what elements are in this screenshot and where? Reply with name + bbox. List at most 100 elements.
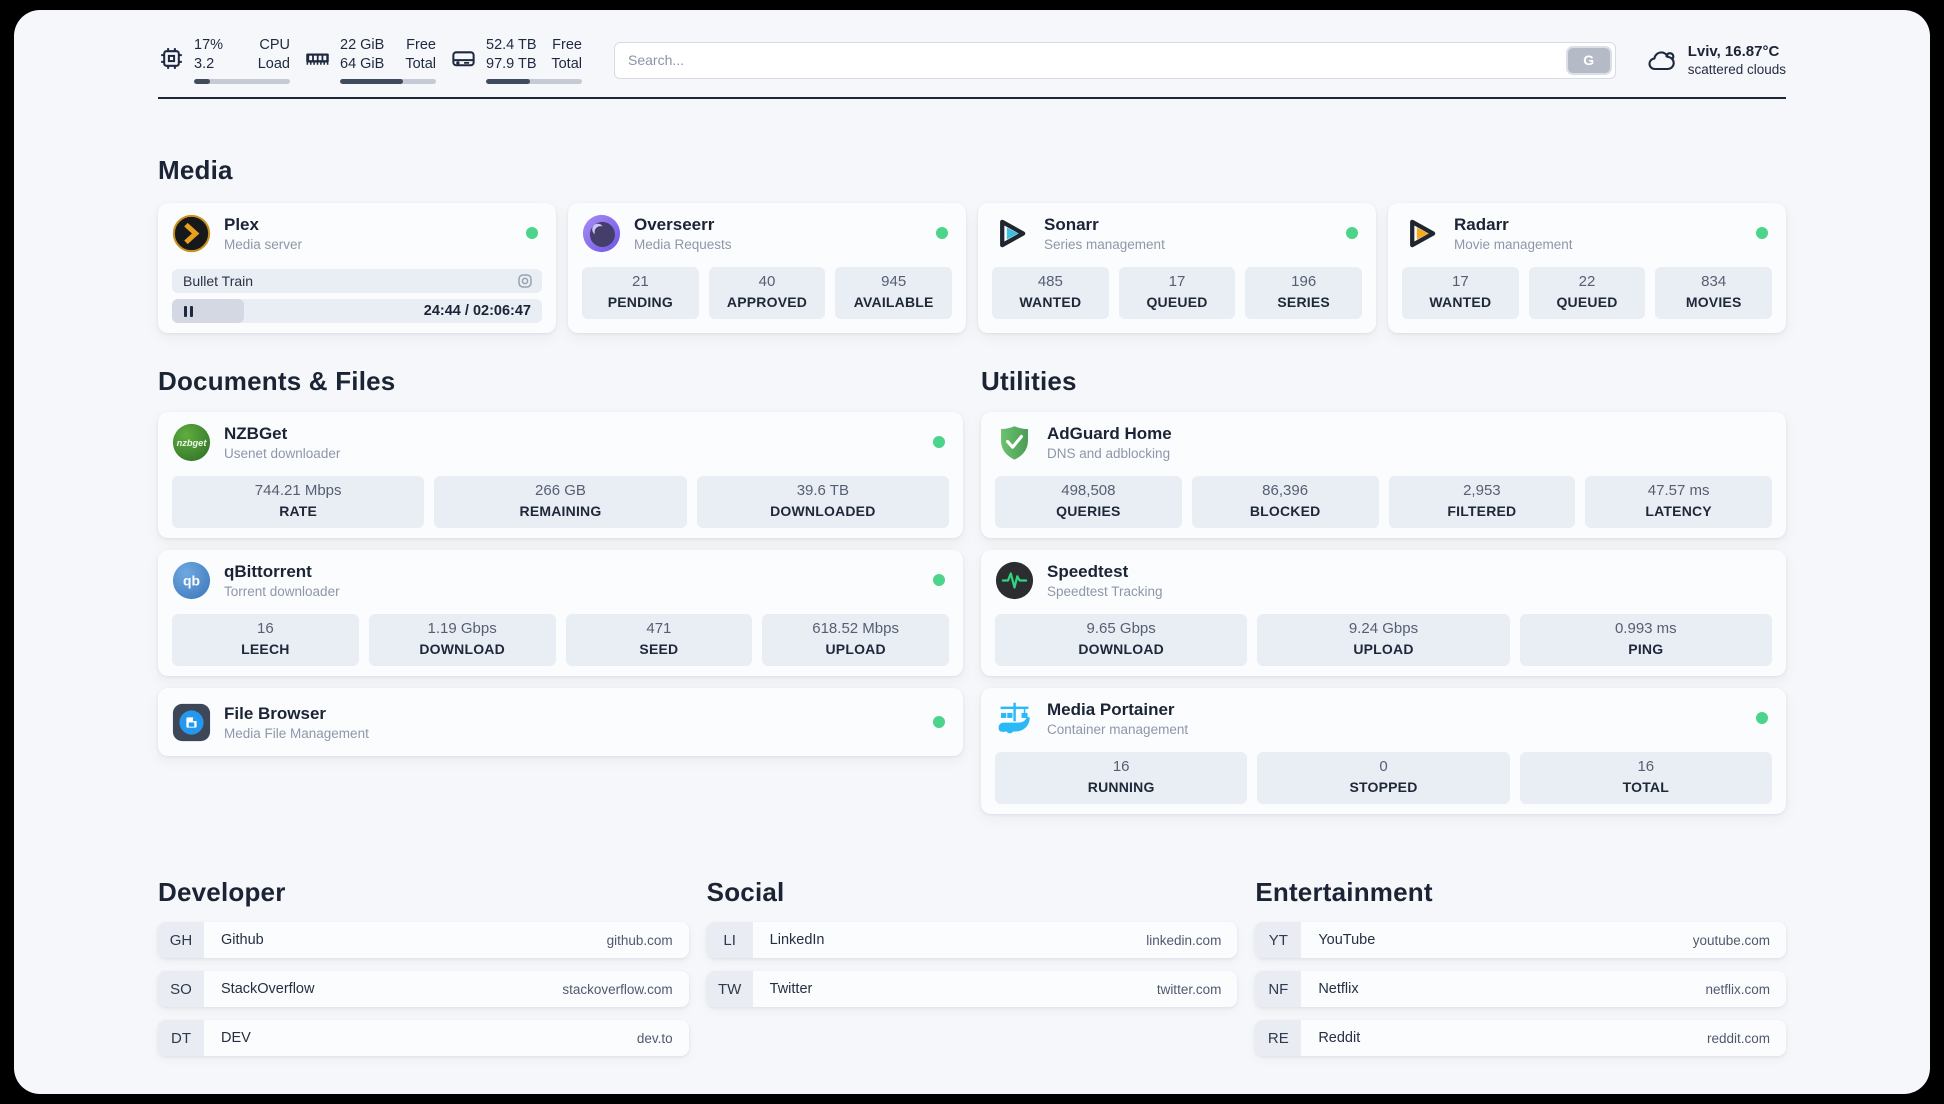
bookmark-netflix[interactable]: NF Netflix netflix.com bbox=[1255, 971, 1786, 1007]
status-dot-online bbox=[933, 436, 945, 448]
stat-queued: 17 QUEUED bbox=[1118, 267, 1236, 319]
cpu-load-value: 3.2 bbox=[194, 56, 215, 72]
app-desc: Movie management bbox=[1454, 236, 1573, 252]
bookmark-url: dev.to bbox=[636, 1030, 673, 1046]
bookmark-abbr: TW bbox=[706, 971, 753, 1007]
stat-download: 1.19 Gbps DOWNLOAD bbox=[368, 614, 556, 666]
stat-download: 9.65 Gbps DOWNLOAD bbox=[995, 614, 1248, 666]
bookmark-url: reddit.com bbox=[1706, 1030, 1770, 1046]
stat-seed: 471 SEED bbox=[565, 614, 753, 666]
cpu-progress-bar bbox=[194, 79, 290, 84]
app-card-nzbget[interactable]: nzbget NZBGet Usenet downloader 744.21 M… bbox=[158, 412, 963, 538]
bookmark-linkedin[interactable]: LI LinkedIn linkedin.com bbox=[706, 922, 1238, 958]
stat-latency: 47.57 ms LATENCY bbox=[1585, 476, 1772, 528]
stat-blocked: 86,396 BLOCKED bbox=[1191, 476, 1379, 528]
stat-running: 16 RUNNING bbox=[995, 752, 1248, 804]
app-title: Speedtest bbox=[1047, 561, 1129, 581]
bookmark-url: twitter.com bbox=[1156, 981, 1222, 997]
svg-text:qb: qb bbox=[183, 572, 200, 588]
system-metrics: 17% 3.2 CPU Load 22 GiB 64 GiB Free Total bbox=[158, 36, 582, 84]
app-card-speedtest[interactable]: Speedtest Speedtest Tracking 9.65 Gbps DO… bbox=[981, 550, 1786, 676]
status-dot-online bbox=[936, 227, 948, 239]
app-card-overseerr[interactable]: Overseerr Media Requests 21 PENDING 40 APP… bbox=[568, 203, 966, 333]
stat-total: 16 TOTAL bbox=[1519, 752, 1772, 804]
stat-downloaded: 39.6 TB DOWNLOADED bbox=[696, 476, 949, 528]
sonarr-icon bbox=[1000, 219, 1026, 247]
stat-movies: 834 MOVIES bbox=[1655, 267, 1773, 319]
app-title: qBittorrent bbox=[224, 561, 312, 581]
section-title-utilities: Utilities bbox=[981, 366, 1077, 396]
section-developer: Developer GH Github github.com SO StackO… bbox=[158, 877, 689, 1069]
app-card-portainer[interactable]: Media Portainer Container management 16 R… bbox=[981, 688, 1786, 814]
cpu-icon bbox=[161, 48, 182, 69]
app-title: Plex bbox=[224, 214, 259, 234]
pause-button[interactable] bbox=[184, 305, 193, 317]
qbittorrent-icon: qb bbox=[172, 561, 211, 599]
cloud-icon bbox=[1648, 51, 1675, 71]
app-card-qbittorrent[interactable]: qb qBittorrent Torrent downloader 16 LEEC… bbox=[158, 550, 963, 676]
status-dot-online bbox=[1756, 712, 1768, 724]
disk-total-value: 97.9 TB bbox=[486, 56, 537, 72]
stat-rate: 744.21 Mbps RATE bbox=[172, 476, 425, 528]
bookmark-name: YouTube bbox=[1318, 932, 1376, 948]
portainer-icon bbox=[998, 702, 1030, 733]
bookmark-abbr: YT bbox=[1255, 922, 1302, 958]
app-card-plex[interactable]: Plex Media server Bullet Train 24:44 / 0… bbox=[158, 203, 556, 333]
bookmark-url: stackoverflow.com bbox=[562, 981, 673, 997]
app-title: Overseerr bbox=[634, 214, 715, 234]
stat-upload: 9.24 Gbps UPLOAD bbox=[1257, 614, 1510, 666]
stat-queued: 22 QUEUED bbox=[1528, 267, 1646, 319]
bookmark-url: netflix.com bbox=[1705, 981, 1770, 997]
bookmark-abbr: SO bbox=[158, 971, 204, 1007]
search: G bbox=[614, 41, 1616, 79]
section-title-entertainment: Entertainment bbox=[1255, 877, 1433, 907]
speedtest-icon bbox=[995, 561, 1034, 599]
playback-progress-row[interactable]: 24:44 / 02:06:47 bbox=[172, 299, 542, 323]
topbar: 17% 3.2 CPU Load 22 GiB 64 GiB Free Total bbox=[158, 10, 1786, 84]
stat-wanted: 17 WANTED bbox=[1402, 267, 1519, 319]
app-card-filebrowser[interactable]: File Browser Media File Management bbox=[158, 688, 963, 756]
bookmark-twitter[interactable]: TW Twitter twitter.com bbox=[706, 971, 1238, 1007]
bookmark-reddit[interactable]: RE Reddit reddit.com bbox=[1255, 1020, 1786, 1056]
status-dot-online bbox=[526, 227, 538, 239]
bookmark-url: github.com bbox=[606, 932, 673, 948]
app-desc: Media server bbox=[224, 236, 303, 252]
bookmark-github[interactable]: GH Github github.com bbox=[158, 922, 689, 958]
stat-ping: 0.993 ms PING bbox=[1519, 614, 1772, 666]
ram-free-value: 22 GiB bbox=[340, 37, 385, 53]
bookmark-abbr: LI bbox=[706, 922, 753, 958]
app-title: AdGuard Home bbox=[1047, 423, 1172, 443]
svg-text:nzbget: nzbget bbox=[177, 437, 208, 447]
app-card-sonarr[interactable]: Sonarr Series management 485 WANTED 17 QUE… bbox=[978, 203, 1376, 333]
cpu-load-percent: 17% bbox=[194, 37, 224, 53]
app-card-adguard[interactable]: AdGuard Home DNS and adblocking 498,508 Q… bbox=[981, 412, 1786, 538]
ram-label-2: Total bbox=[405, 56, 436, 72]
bookmark-youtube[interactable]: YT YouTube youtube.com bbox=[1255, 922, 1786, 958]
ram-icon bbox=[306, 53, 329, 65]
app-desc: Torrent downloader bbox=[224, 583, 340, 599]
app-desc: Speedtest Tracking bbox=[1047, 583, 1163, 599]
bookmark-name: Netflix bbox=[1318, 981, 1359, 997]
ram-progress-bar bbox=[340, 79, 436, 84]
radarr-icon bbox=[1410, 219, 1436, 247]
app-desc: DNS and adblocking bbox=[1047, 445, 1171, 461]
disk-icon bbox=[452, 51, 475, 67]
adguard-icon bbox=[1001, 425, 1028, 460]
bookmark-abbr: DT bbox=[158, 1020, 204, 1056]
app-card-radarr[interactable]: Radarr Movie management 17 WANTED 22 QUEUE… bbox=[1388, 203, 1786, 333]
bookmark-dev[interactable]: DT DEV dev.to bbox=[158, 1020, 689, 1056]
app-title: Sonarr bbox=[1044, 214, 1099, 234]
header-divider bbox=[158, 97, 1786, 99]
now-playing-session-icon[interactable] bbox=[517, 273, 533, 289]
app-title: File Browser bbox=[224, 703, 327, 723]
plex-icon bbox=[172, 214, 211, 252]
overseerr-icon bbox=[582, 214, 621, 252]
search-input[interactable] bbox=[614, 41, 1616, 79]
bookmark-name: Github bbox=[221, 932, 264, 948]
app-desc: Media Requests bbox=[634, 236, 732, 252]
search-engine-button[interactable]: G bbox=[1565, 45, 1612, 75]
bookmark-stackoverflow[interactable]: SO StackOverflow stackoverflow.com bbox=[158, 971, 689, 1007]
section-entertainment: Entertainment YT YouTube youtube.com NF … bbox=[1255, 877, 1786, 1069]
section-title-media: Media bbox=[158, 155, 233, 185]
stat-wanted: 485 WANTED bbox=[992, 267, 1109, 319]
